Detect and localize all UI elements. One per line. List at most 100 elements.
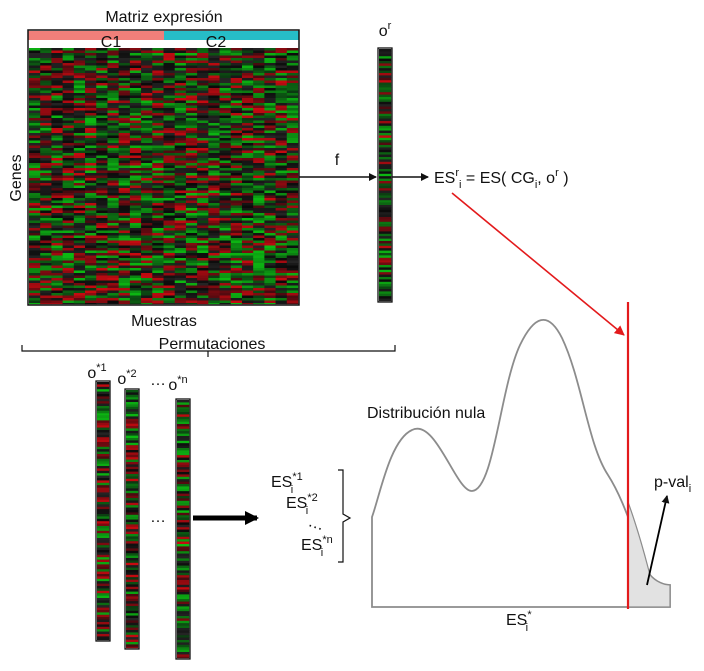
heat-cell [174, 118, 187, 121]
heat-cell [185, 100, 198, 104]
heat-cell [275, 75, 288, 79]
heat-cell [177, 500, 190, 504]
heat-cell [253, 280, 265, 284]
heat-cell [185, 155, 198, 159]
heat-cell [219, 273, 232, 276]
heat-cell [174, 153, 187, 156]
heat-cell [275, 113, 288, 116]
heat-cell [118, 178, 131, 181]
matrix-frame [27, 29, 300, 306]
heat-cell [286, 93, 299, 96]
heat-cell [286, 208, 299, 211]
heat-cell [208, 183, 220, 186]
heat-cell [85, 58, 97, 61]
heat-cell [129, 90, 142, 94]
heat-cell [241, 303, 254, 305]
heat-cell [219, 225, 232, 229]
heat-cell [230, 233, 243, 236]
heat-cell [197, 168, 209, 171]
heat-cell [253, 228, 265, 231]
heat-cell [253, 130, 265, 134]
heat-cell [208, 303, 220, 305]
heat-cell [152, 235, 164, 239]
heat-cell [29, 250, 41, 254]
heat-cell [152, 173, 164, 176]
heat-cell [51, 158, 63, 161]
heat-cell [129, 215, 142, 219]
heat-cell [62, 243, 75, 246]
heat-cell [85, 48, 97, 51]
heat-cell [177, 618, 190, 621]
heat-cell [379, 111, 392, 114]
heat-cell [73, 153, 86, 156]
heat-cell [126, 555, 139, 559]
heat-cell [286, 143, 299, 146]
heat-cell [253, 295, 265, 299]
heat-cell [197, 170, 209, 174]
heat-cell [152, 150, 164, 154]
heat-cell [51, 58, 63, 61]
heat-cell [29, 288, 41, 291]
heat-cell [197, 195, 209, 199]
heat-cell [197, 240, 209, 244]
heat-cell [141, 255, 153, 259]
heat-cell [208, 60, 220, 64]
heat-cell [96, 275, 108, 279]
heat-cell [185, 260, 198, 264]
heat-cell [152, 98, 164, 101]
heat-cell [208, 170, 220, 174]
heat-cell [141, 265, 153, 269]
heat-cell [62, 250, 75, 254]
heat-cell [141, 215, 153, 219]
heat-cell [208, 123, 220, 126]
heat-cell [97, 535, 110, 539]
heat-cell [118, 298, 131, 301]
heat-cell [230, 295, 243, 299]
heat-cell [96, 268, 108, 271]
heat-cell [152, 93, 164, 96]
heat-cell [379, 92, 392, 95]
heat-cell [107, 48, 119, 51]
heat-cell [264, 148, 276, 151]
heat-cell [126, 500, 139, 503]
heat-cell [185, 173, 198, 176]
heat-cell [185, 270, 198, 274]
heat-cell [177, 548, 190, 552]
heat-cell [107, 233, 119, 236]
heat-cell [97, 461, 110, 464]
heat-cell [107, 225, 119, 229]
heat-cell [29, 148, 41, 151]
heat-cell [185, 168, 198, 171]
heat-cell [29, 145, 41, 149]
heat-cell [253, 248, 265, 251]
heat-cell [126, 514, 139, 518]
heat-cell [185, 120, 198, 124]
heat-cell [219, 268, 232, 271]
heat-cell [141, 228, 153, 231]
heat-cell [97, 586, 110, 589]
heat-cell [219, 85, 232, 89]
heat-cell [264, 248, 276, 251]
perm-dots-mid: … [150, 509, 166, 526]
heat-cell [163, 210, 176, 214]
heat-cell [177, 582, 190, 585]
heat-cell [253, 50, 265, 54]
heat-cell [163, 225, 176, 229]
heat-cell [141, 78, 153, 81]
heat-cell [379, 173, 392, 177]
heat-cell [152, 100, 164, 104]
heat-cell [241, 100, 254, 104]
heat-cell [118, 53, 131, 56]
heat-cell [264, 255, 276, 259]
heat-cell [379, 190, 392, 194]
heat-cell [230, 165, 243, 169]
heat-cell [177, 419, 190, 422]
heat-cell [275, 263, 288, 266]
heat-cell [185, 273, 198, 276]
heat-cell [219, 153, 232, 156]
heat-cell [230, 108, 243, 111]
heat-cell [219, 88, 232, 91]
heat-cell [126, 524, 139, 527]
heat-cell [197, 278, 209, 281]
heat-cell [118, 248, 131, 251]
